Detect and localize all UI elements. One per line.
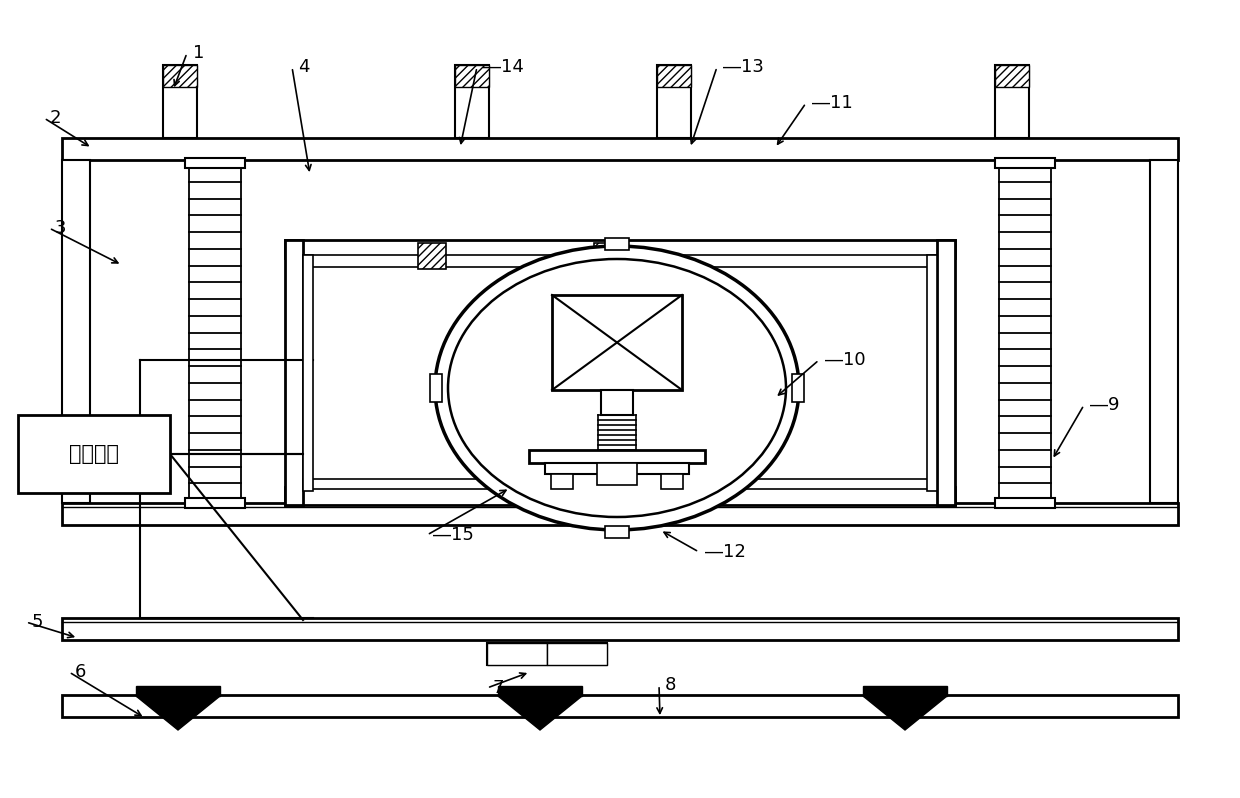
Text: 5: 5 — [32, 613, 43, 631]
Bar — [62, 503, 1178, 525]
Text: ―10: ―10 — [825, 351, 866, 369]
Bar — [601, 390, 632, 415]
Text: 2: 2 — [50, 109, 62, 127]
Text: 4: 4 — [298, 58, 310, 76]
Bar — [792, 374, 804, 402]
Polygon shape — [863, 696, 947, 730]
Text: ―11: ―11 — [812, 94, 853, 112]
Bar — [136, 686, 219, 696]
Bar — [162, 65, 197, 87]
Bar — [657, 65, 691, 138]
Ellipse shape — [435, 246, 799, 530]
Text: 8: 8 — [665, 676, 676, 694]
Bar — [285, 240, 955, 258]
Bar — [529, 450, 706, 463]
Bar — [303, 255, 312, 491]
Bar — [661, 474, 683, 489]
Bar — [303, 479, 937, 489]
Bar — [62, 138, 1178, 160]
Text: 反馈电路: 反馈电路 — [69, 444, 119, 464]
Ellipse shape — [448, 259, 786, 517]
Bar — [285, 240, 303, 505]
Bar — [162, 65, 197, 138]
Text: ―15: ―15 — [433, 526, 474, 544]
Bar — [596, 463, 637, 485]
Bar — [1149, 160, 1178, 503]
Bar — [863, 686, 947, 696]
Bar — [937, 240, 955, 505]
Bar — [657, 65, 691, 87]
Bar — [546, 463, 689, 474]
Text: ―12: ―12 — [706, 543, 746, 561]
Bar — [455, 65, 489, 138]
Text: 3: 3 — [55, 219, 67, 237]
Bar — [285, 487, 955, 505]
Bar — [928, 255, 937, 491]
Bar — [62, 618, 1178, 640]
Bar — [487, 643, 547, 665]
Bar — [594, 243, 622, 269]
Bar — [430, 374, 441, 402]
Polygon shape — [498, 696, 582, 730]
Bar — [487, 643, 608, 665]
Text: 6: 6 — [74, 663, 87, 681]
Bar — [605, 238, 629, 250]
Bar — [62, 695, 1178, 717]
Text: ―9: ―9 — [1090, 396, 1120, 414]
Text: ―13: ―13 — [723, 58, 764, 76]
Text: 1: 1 — [193, 44, 205, 62]
Text: 7: 7 — [494, 679, 505, 697]
Bar — [185, 498, 246, 508]
Bar — [62, 160, 91, 503]
Bar — [19, 415, 170, 493]
Text: ―14: ―14 — [484, 58, 523, 76]
Bar — [418, 243, 446, 269]
Bar — [185, 158, 246, 168]
Bar — [994, 498, 1055, 508]
Bar — [994, 65, 1029, 138]
Bar — [994, 65, 1029, 87]
Bar — [552, 295, 682, 390]
Bar — [994, 158, 1055, 168]
Bar — [455, 65, 489, 87]
Polygon shape — [136, 696, 219, 730]
Bar — [303, 255, 937, 267]
Bar — [498, 686, 582, 696]
Bar — [605, 526, 629, 538]
Bar — [551, 474, 573, 489]
Bar — [547, 643, 608, 665]
